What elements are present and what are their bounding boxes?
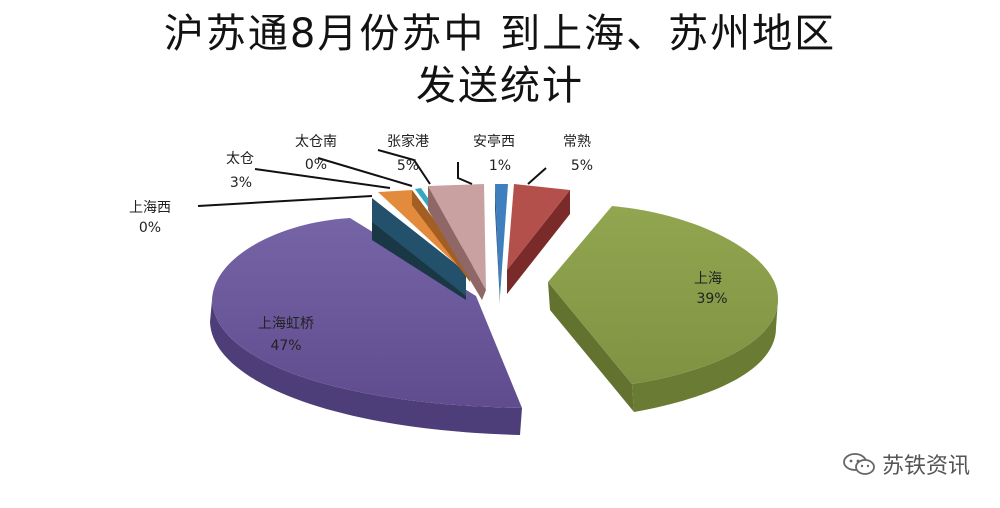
label-taicang-nan-value: 0% xyxy=(305,157,327,173)
chart-title: 沪苏通8月份苏中 到上海、苏州地区 发送统计 xyxy=(0,8,1000,112)
leader-line-anting-xi xyxy=(457,162,473,185)
label-shanghai-hongqiao-value: 47% xyxy=(270,338,301,354)
slice-anting-xi xyxy=(495,184,508,304)
label-shanghai-hongqiao-name: 上海虹桥 xyxy=(258,316,314,332)
leader-line-taicang xyxy=(254,168,391,189)
slice-zhangjiagang-top xyxy=(428,184,486,290)
label-shanghai-xi-name: 上海西 xyxy=(129,200,171,216)
watermark-text: 苏铁资讯 xyxy=(881,454,970,479)
label-taicang-name: 太仓 xyxy=(226,151,254,167)
slice-shanghai-hongqiao xyxy=(210,218,522,435)
slice-shanghai-hongqiao-side xyxy=(210,300,522,435)
label-taicang-nan-name: 太仓南 xyxy=(295,134,337,150)
leader-lines xyxy=(197,149,547,207)
label-zhangjiagang-value: 5% xyxy=(397,158,419,174)
label-shanghai-name: 上海 xyxy=(694,271,722,287)
chart-title-line1: 沪苏通8月份苏中 到上海、苏州地区 xyxy=(163,11,837,57)
slice-taicang-nan xyxy=(378,190,470,282)
data-labels: 上海 39% 上海虹桥 47% 上海西 0% 太仓 3% 太仓南 0% 张家港 … xyxy=(129,133,728,354)
label-shanghai-xi-value: 0% xyxy=(139,220,161,236)
watermark: 苏铁资讯 xyxy=(842,448,970,480)
slice-anting-xi-side xyxy=(495,184,500,304)
label-zhangjiagang-name: 张家港 xyxy=(387,133,429,150)
label-changshu-name: 常熟 xyxy=(563,134,591,150)
leader-line-zhangjiagang xyxy=(377,149,431,185)
slice-shanghai-side-curve xyxy=(632,300,778,412)
slice-shanghai-top xyxy=(548,206,779,384)
chart-title-line2: 发送统计 xyxy=(416,63,584,109)
slice-anting-xi-top xyxy=(495,184,508,296)
label-taicang-value: 3% xyxy=(230,175,252,191)
wechat-icon xyxy=(843,453,875,475)
slice-changshu-top xyxy=(507,184,570,270)
slice-shanghai xyxy=(548,206,779,412)
slice-taicang-top xyxy=(372,198,466,296)
slice-shanghai-hongqiao-top xyxy=(212,218,522,408)
slice-changshu xyxy=(507,184,570,294)
label-changshu-value: 5% xyxy=(571,158,593,174)
slice-zhangjiagang xyxy=(428,184,486,300)
leader-line-changshu xyxy=(527,167,547,185)
slice-taicang xyxy=(372,198,466,300)
label-anting-xi-name: 安亭西 xyxy=(473,133,515,150)
leader-line-shanghai-xi xyxy=(197,195,373,207)
label-shanghai-value: 39% xyxy=(696,291,727,307)
slice-shanghai-side xyxy=(548,282,634,412)
slice-changshu-side xyxy=(507,190,570,294)
slice-zhangjiagang-side xyxy=(428,186,486,300)
slice-taicang-nan-side xyxy=(412,190,470,282)
label-anting-xi-value: 1% xyxy=(489,158,511,174)
leader-line-taicang-nan xyxy=(317,157,413,187)
